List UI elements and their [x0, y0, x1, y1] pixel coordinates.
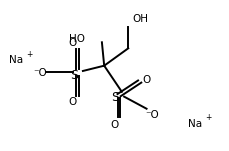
Text: OH: OH	[133, 14, 149, 24]
Text: S: S	[111, 91, 119, 104]
Text: O: O	[110, 120, 118, 130]
Text: ⁻O: ⁻O	[33, 68, 47, 78]
Text: S: S	[70, 69, 78, 82]
Text: Na: Na	[188, 119, 202, 129]
Text: Na: Na	[9, 55, 23, 65]
Text: +: +	[26, 50, 33, 59]
Text: O: O	[142, 75, 150, 85]
Text: HO: HO	[69, 34, 85, 44]
Text: +: +	[205, 113, 211, 122]
Text: O: O	[69, 97, 77, 107]
Text: O: O	[69, 38, 77, 48]
Text: ⁻O: ⁻O	[145, 110, 159, 120]
